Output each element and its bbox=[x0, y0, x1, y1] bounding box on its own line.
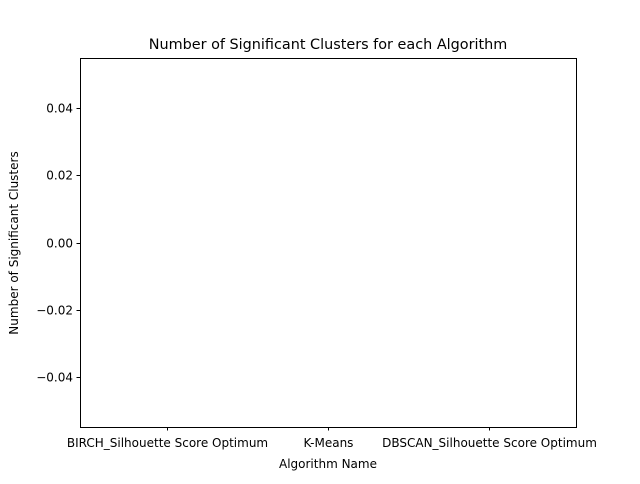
y-tick-label: 0.02 bbox=[46, 169, 73, 183]
y-tick-label: −0.04 bbox=[36, 371, 73, 385]
x-tick-label: BIRCH_Silhouette Score Optimum bbox=[67, 436, 268, 450]
x-tick-label: DBSCAN_Silhouette Score Optimum bbox=[382, 436, 597, 450]
x-axis-label: Algorithm Name bbox=[279, 457, 377, 471]
y-tick-label: −0.02 bbox=[36, 304, 73, 318]
chart-title: Number of Significant Clusters for each … bbox=[149, 37, 508, 53]
x-tick-label: K-Means bbox=[304, 436, 354, 450]
x-axis-ticks: BIRCH_Silhouette Score Optimum K-Means DBS… bbox=[67, 427, 597, 450]
y-tick-label: 0.04 bbox=[46, 102, 73, 116]
y-axis-ticks: 0.04 0.02 0.00 −0.02 −0.04 bbox=[36, 102, 80, 385]
y-axis-label: Number of Significant Clusters bbox=[7, 151, 21, 334]
y-tick-label: 0.00 bbox=[46, 237, 73, 251]
